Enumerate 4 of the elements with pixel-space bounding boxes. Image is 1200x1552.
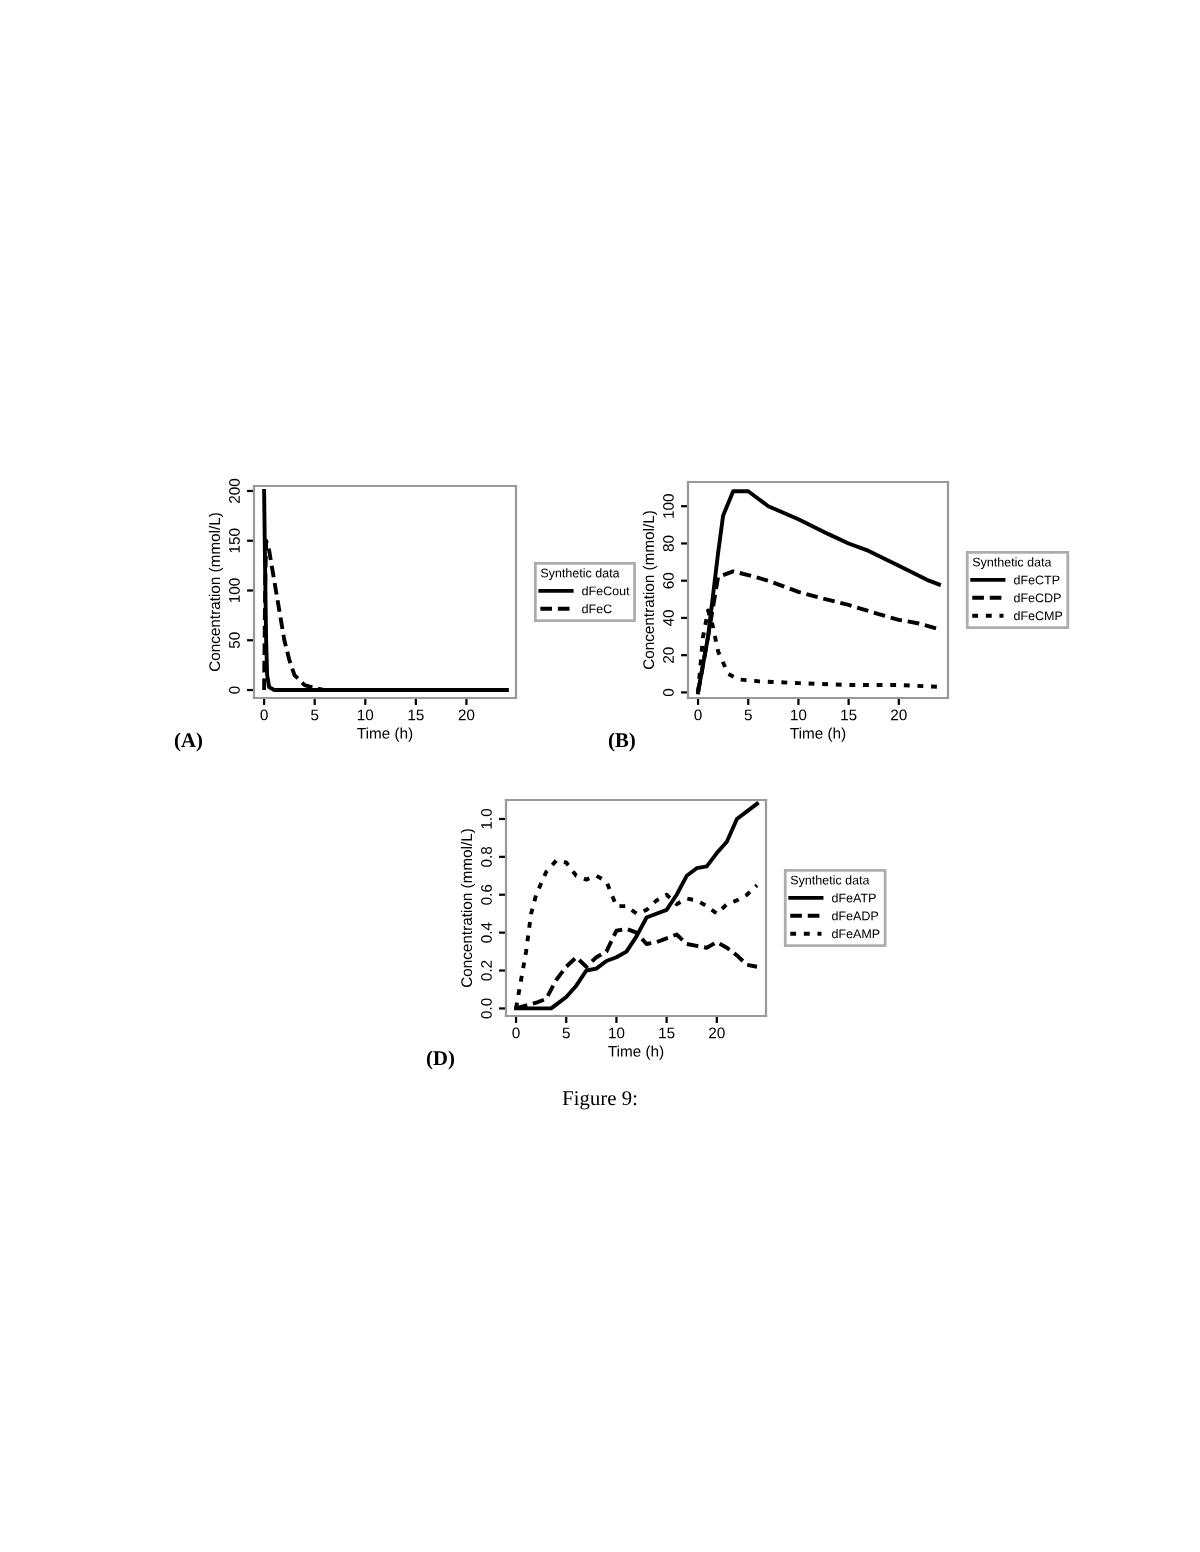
text: (D): [426, 1050, 454, 1070]
text: (A): [174, 732, 202, 752]
caption: Figure 9:: [562, 1091, 637, 1110]
text: (B): [608, 732, 635, 752]
